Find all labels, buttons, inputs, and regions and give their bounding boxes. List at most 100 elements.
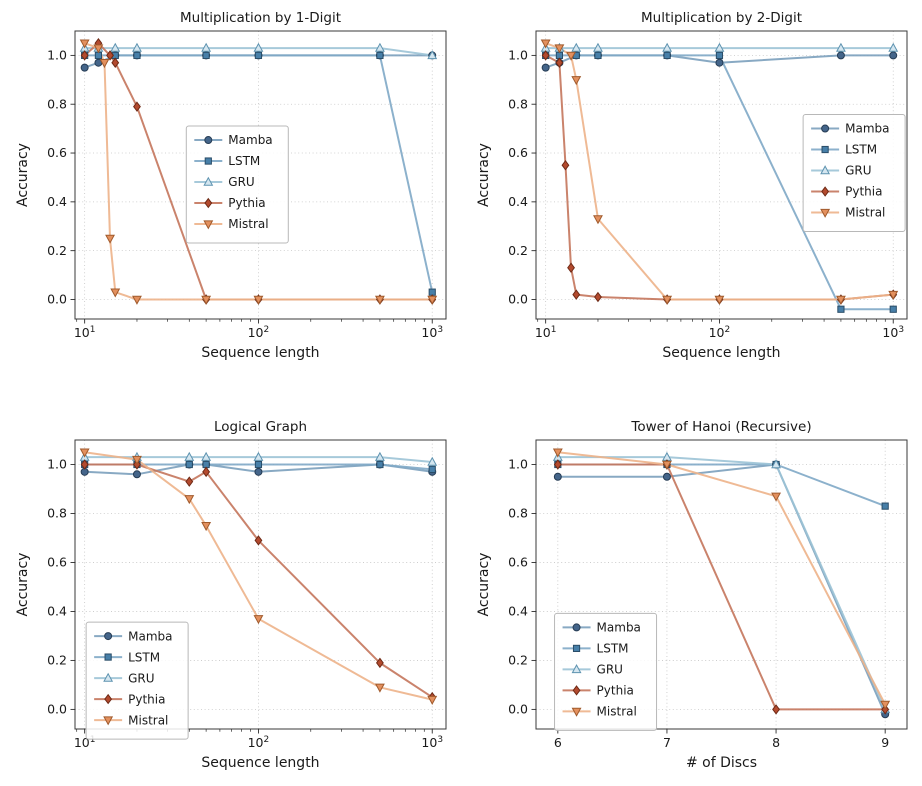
svg-text:Mistral: Mistral [845, 206, 885, 220]
svg-text:GRU: GRU [128, 671, 154, 685]
svg-text:0.6: 0.6 [508, 145, 528, 160]
svg-text:# of Discs: # of Discs [686, 755, 757, 771]
legend: Mamba LSTM GRU Pythia Mistral [185, 125, 289, 244]
svg-text:Mamba: Mamba [597, 621, 641, 635]
svg-text:1.0: 1.0 [508, 48, 528, 63]
svg-text:Multiplication by 1-Digit: Multiplication by 1-Digit [180, 10, 341, 26]
series-markers-mistral [540, 39, 899, 305]
svg-text:Mistral: Mistral [128, 713, 168, 727]
svg-text:0.0: 0.0 [508, 292, 528, 307]
svg-text:Pythia: Pythia [128, 692, 165, 706]
svg-text:LSTM: LSTM [228, 154, 260, 168]
svg-text:103: 103 [421, 735, 443, 750]
svg-text:Mistral: Mistral [597, 705, 637, 719]
x-axis [76, 729, 433, 734]
y-axis-label: Accuracy [476, 143, 492, 207]
svg-text:Mamba: Mamba [228, 133, 272, 147]
svg-text:0.0: 0.0 [47, 702, 67, 717]
svg-text:Sequence length: Sequence length [662, 345, 780, 361]
svg-text:102: 102 [248, 735, 270, 750]
svg-text:Pythia: Pythia [845, 185, 882, 199]
svg-text:1.0: 1.0 [47, 457, 67, 472]
plot-border [74, 30, 447, 320]
x-axis-label: # of Discs [686, 755, 757, 771]
svg-text:Pythia: Pythia [597, 684, 634, 698]
y-axis [70, 464, 75, 710]
chart-title: Multiplication by 2-Digit [641, 10, 802, 26]
svg-text:103: 103 [882, 325, 904, 340]
svg-text:0.6: 0.6 [47, 145, 67, 160]
svg-text:1.0: 1.0 [47, 48, 67, 63]
svg-text:GRU: GRU [597, 663, 623, 677]
svg-text:6: 6 [554, 735, 562, 750]
svg-text:8: 8 [772, 735, 780, 750]
chart-cell-mult-1digit: 101 102 103 0.0 0.2 0.4 0.6 0.8 1.0 Multiplicatio… [0, 0, 461, 393]
svg-text:Sequence length: Sequence length [201, 345, 319, 361]
y-axis-label: Accuracy [15, 553, 31, 617]
svg-text:0.8: 0.8 [47, 96, 67, 111]
x-axis-label: Sequence length [662, 345, 780, 361]
y-axis [531, 54, 536, 300]
series-markers-mistral [79, 448, 438, 705]
svg-text:0.0: 0.0 [47, 292, 67, 307]
chart-title: Multiplication by 1-Digit [180, 10, 341, 26]
x-axis [76, 319, 433, 324]
legend: Mamba LSTM GRU Pythia Mistral [554, 612, 658, 731]
svg-text:9: 9 [881, 735, 889, 750]
chart-cell-tower-of-hanoi: 6 7 8 9 0.0 0.2 0.4 0.6 0.8 1.0 Tower of Hanoi (Re… [461, 393, 922, 786]
svg-text:0.4: 0.4 [47, 604, 67, 619]
series-markers-gru [540, 42, 899, 52]
svg-text:0.6: 0.6 [47, 555, 67, 570]
y-axis-label: Accuracy [476, 553, 492, 617]
chart-title: Logical Graph [214, 419, 307, 435]
svg-text:101: 101 [74, 325, 96, 340]
svg-text:0.8: 0.8 [508, 96, 528, 111]
svg-text:LSTM: LSTM [845, 143, 877, 157]
series-markers-mistral [79, 39, 438, 305]
chart-mult-1digit: 101 102 103 0.0 0.2 0.4 0.6 0.8 1.0 Multiplicatio… [15, 10, 447, 361]
svg-text:Accuracy: Accuracy [15, 553, 31, 617]
svg-text:0.2: 0.2 [47, 243, 67, 258]
svg-text:0.2: 0.2 [508, 653, 528, 668]
svg-text:GRU: GRU [228, 175, 254, 189]
plot-border [74, 439, 447, 730]
svg-text:101: 101 [535, 325, 557, 340]
plot-border [535, 30, 908, 320]
svg-text:0.4: 0.4 [508, 604, 528, 619]
y-axis [531, 464, 536, 710]
x-axis-label: Sequence length [201, 755, 319, 771]
svg-text:Mamba: Mamba [128, 629, 172, 643]
svg-text:Multiplication by 2-Digit: Multiplication by 2-Digit [641, 10, 802, 26]
series-line-gru [557, 456, 887, 710]
svg-text:Mamba: Mamba [845, 122, 889, 136]
svg-text:Sequence length: Sequence length [201, 755, 319, 771]
svg-text:Mistral: Mistral [228, 217, 268, 231]
svg-text:7: 7 [663, 735, 671, 750]
x-axis [537, 319, 894, 324]
series-line-mistral [557, 451, 887, 705]
y-axis [70, 54, 75, 300]
svg-text:0.2: 0.2 [508, 243, 528, 258]
series-markers-lstm [554, 460, 889, 510]
svg-text:Tower of Hanoi (Recursive): Tower of Hanoi (Recursive) [630, 419, 811, 435]
series-markers-mistral [552, 448, 891, 710]
svg-text:0.6: 0.6 [508, 555, 528, 570]
x-axis-label: Sequence length [201, 345, 319, 361]
chart-cell-logical-graph: 101 102 103 0.0 0.2 0.4 0.6 0.8 1.0 Logical Graph… [0, 393, 461, 786]
svg-text:0.0: 0.0 [508, 702, 528, 717]
chart-title: Tower of Hanoi (Recursive) [630, 419, 811, 435]
svg-text:0.8: 0.8 [508, 506, 528, 521]
y-axis-label: Accuracy [15, 143, 31, 207]
svg-text:0.4: 0.4 [508, 194, 528, 209]
chart-tower-of-hanoi: 6 7 8 9 0.0 0.2 0.4 0.6 0.8 1.0 Tower of Hanoi (Re… [476, 419, 908, 771]
svg-text:LSTM: LSTM [597, 642, 629, 656]
tick-labels: 6 7 8 9 0.0 0.2 0.4 0.6 0.8 1.0 [508, 457, 889, 750]
plot-border [535, 439, 908, 730]
svg-text:102: 102 [709, 325, 731, 340]
svg-text:Accuracy: Accuracy [476, 553, 492, 617]
svg-text:102: 102 [248, 325, 270, 340]
svg-text:1.0: 1.0 [508, 457, 528, 472]
